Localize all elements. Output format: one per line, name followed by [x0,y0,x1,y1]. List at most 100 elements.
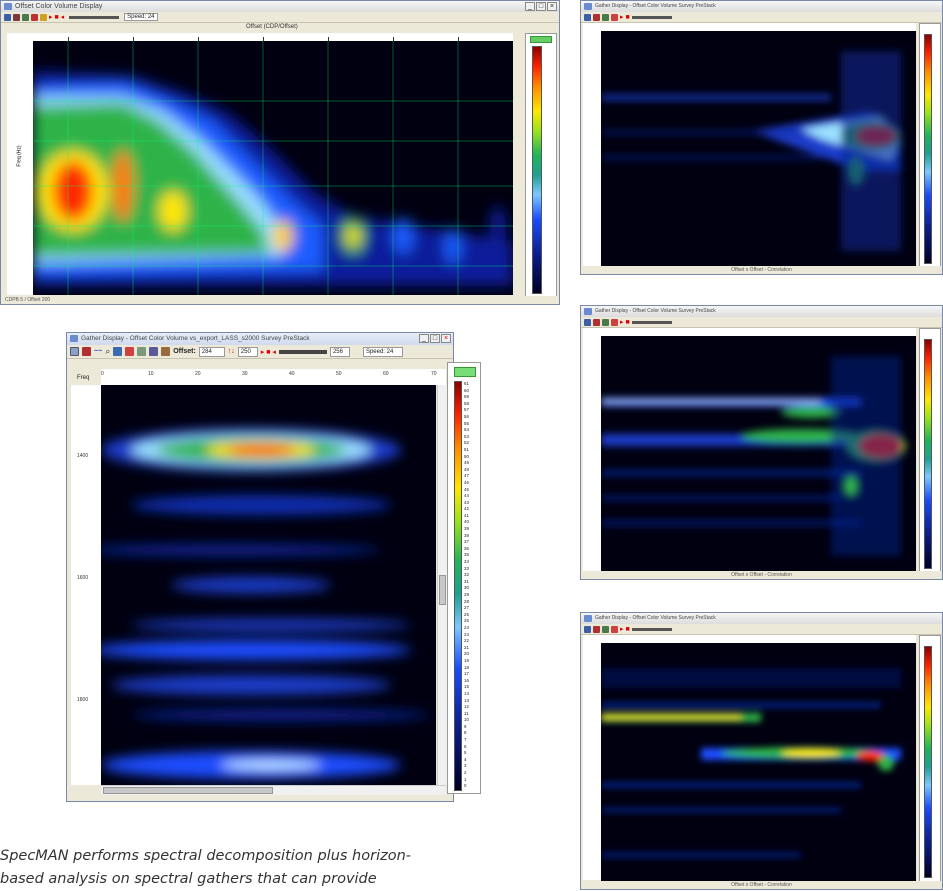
save-icon[interactable] [593,13,600,21]
zoom-icon[interactable] [22,13,29,21]
wiggle-icon[interactable]: ~~ [94,348,103,355]
colorbar-tick: 39 [464,526,469,532]
chart-icon[interactable] [149,347,159,356]
colorbar-tick: 30 [464,585,469,591]
save-icon[interactable] [593,318,600,326]
colorbar-tick: 27 [464,605,469,611]
speed-slider[interactable] [278,349,327,354]
vertical-scrollbar[interactable] [437,385,447,785]
maximize-button[interactable]: □ [430,334,440,343]
colorbar-tick: 54 [464,427,469,433]
print-icon[interactable] [584,318,591,326]
step-input[interactable]: 250 [237,346,258,357]
y-tick: 1400 [77,453,89,459]
colorbar-tick: 32 [464,572,469,578]
close-button[interactable]: × [441,334,451,343]
colorbar-tick: 26 [464,611,469,617]
zoom-icon[interactable] [113,347,123,356]
freq-label: Freq [77,375,90,381]
colorbar-tick: 52 [464,440,469,446]
minimize-button[interactable]: _ [419,334,429,343]
colorbar-tick: 45 [464,486,469,492]
offset-input[interactable]: 284 [198,346,225,357]
colorbar-tick: 11 [464,710,469,716]
zoom-icon[interactable] [602,13,609,21]
speed-slider[interactable] [631,320,672,324]
play-controls[interactable]: ▸ ■ ◂ [49,14,65,21]
y-tick: 1800 [77,697,89,703]
print-icon[interactable] [4,13,11,21]
axis-title: Offset (CDP/Offset) [246,24,298,30]
status-bar: CDPB 5 / Offset 200 [1,296,559,304]
speed-slider[interactable] [69,15,120,19]
colorbar-tick: 25 [464,618,469,624]
print-icon[interactable] [82,347,91,356]
colorbar [924,646,932,878]
gather-plot[interactable] [601,643,916,881]
play-controls[interactable]: ▸ ■ [620,14,630,21]
colorbar-tick: 17 [464,671,469,677]
zoom-icon[interactable] [602,625,609,633]
step-arrows-icon[interactable]: ↑↓ [227,348,235,355]
colorbar-tick: 24 [464,624,469,630]
print-icon[interactable] [584,625,591,633]
color-icon[interactable] [611,318,618,326]
grid-icon[interactable] [70,347,79,356]
title-bar: Gather Display - Offset Color Volume Sur… [581,613,942,624]
colorbar-buttons[interactable] [530,36,552,43]
magnify-icon[interactable]: ⌕ [105,346,111,356]
colorbar-ticks: 61 60 59 58 57 56 55 54 53 52 51 50 49 48 47 46 45 44 43 42… [464,381,480,791]
x-tick: 30 [242,371,248,377]
table-icon[interactable] [137,347,147,356]
speed-slider[interactable] [631,15,672,19]
horizontal-scrollbar[interactable] [101,785,446,795]
colorbar-tick: 61 [464,381,469,386]
color-icon[interactable] [611,13,618,21]
zoom-icon[interactable] [602,318,609,326]
colorbar-tick: 20 [464,651,469,657]
spectral-heatmap [33,41,513,295]
colorbar-tick: 55 [464,420,469,426]
colorbar-tick: 40 [464,519,469,525]
play-controls[interactable]: ▸ ■ [620,319,630,326]
gather-plot[interactable] [601,31,916,266]
color-icon[interactable] [611,625,618,633]
settings-icon[interactable] [40,13,47,21]
maximize-button[interactable]: □ [536,2,546,11]
gather-plot[interactable] [101,385,436,785]
end-input[interactable]: 256 [329,346,350,357]
minimize-button[interactable]: _ [525,2,535,11]
speed-field[interactable]: Speed: 24 [362,346,403,357]
y-axis-label: Freq (Hz) [16,145,23,167]
print-icon[interactable] [584,13,591,21]
speed-slider[interactable] [631,627,672,631]
toolbar: ▸ ■ [581,317,942,328]
gather-plot[interactable] [601,336,916,571]
pan-icon[interactable] [161,347,171,356]
colorbar-tick: 14 [464,690,469,696]
window-title: Gather Display - Offset Color Volume Sur… [595,615,716,621]
colorbar-tick: 35 [464,552,469,558]
speed-field[interactable]: Speed: 24 [124,13,158,21]
x-tick: 10 [148,371,154,377]
colorbar-tick: 58 [464,400,469,406]
colorbar-tick: 28 [464,598,469,604]
colorbar-tick: 18 [464,664,469,670]
play-controls[interactable]: ▸ ■ [620,626,630,633]
colorbar-tick: 51 [464,446,469,452]
toolbar: ~~ ⌕ Offset: 284 ↑↓ 250 ▸ ■ ◂ 256 Speed:… [67,345,453,359]
colorbar-tick: 41 [464,512,469,518]
colorbar-tick: 5 [464,750,467,756]
color-icon[interactable] [125,347,135,356]
save-icon[interactable] [13,13,20,21]
colorbar-buttons[interactable] [454,367,476,377]
close-button[interactable]: × [547,2,557,11]
colorbar-panel [919,23,941,268]
color-icon[interactable] [31,13,38,21]
save-icon[interactable] [593,625,600,633]
spectral-plot[interactable] [33,41,513,295]
play-controls[interactable]: ▸ ■ ◂ [260,348,276,356]
x-tick: 60 [383,371,389,377]
colorbar-tick: 46 [464,479,469,485]
colorbar-tick: 60 [464,387,469,393]
